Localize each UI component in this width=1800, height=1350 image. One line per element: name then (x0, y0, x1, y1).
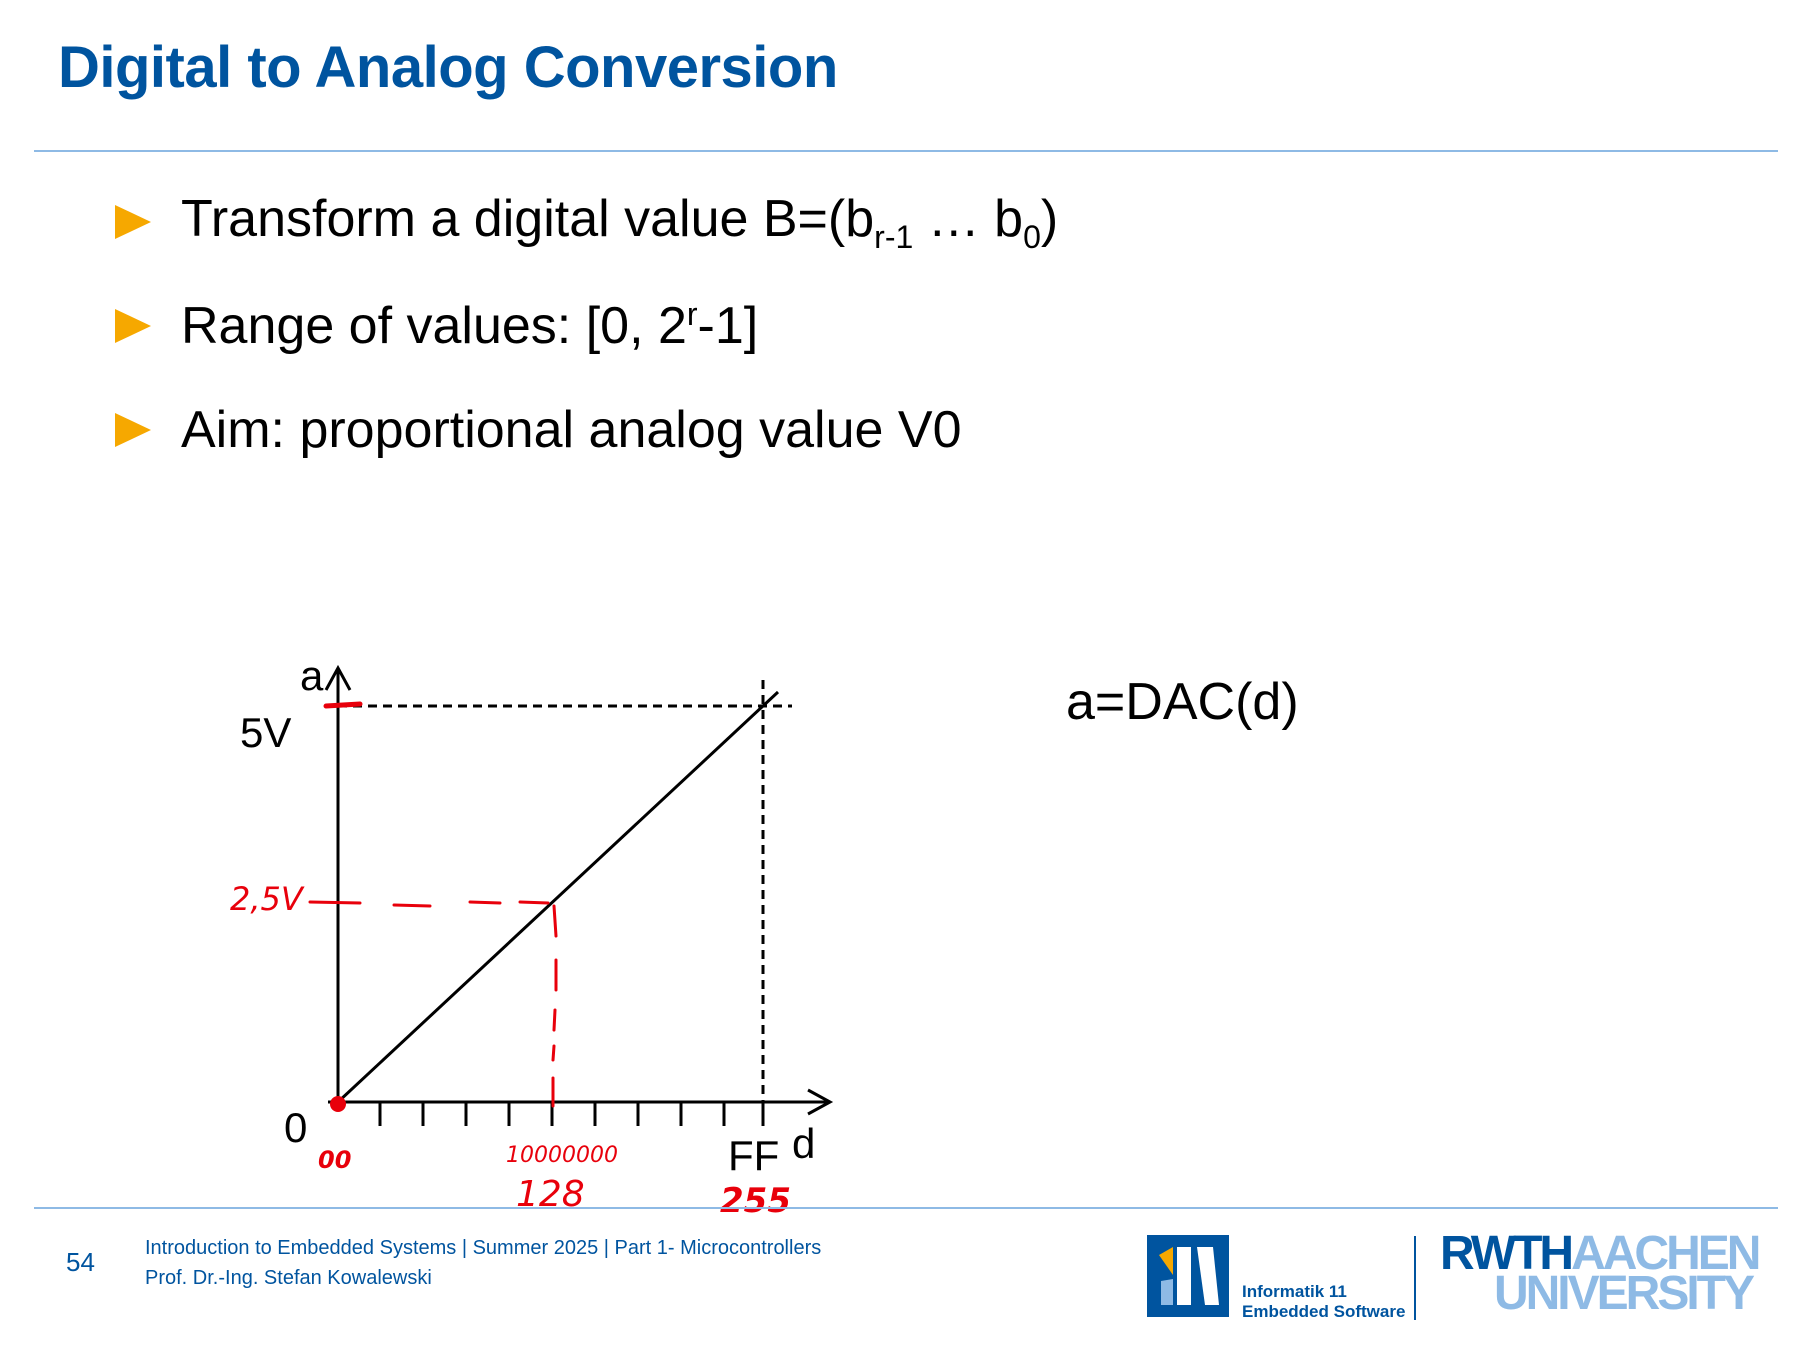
y-axis-arrow-icon (324, 664, 352, 691)
bullet-arrow-icon (115, 309, 151, 343)
footer-divider (34, 1207, 1778, 1209)
dac-formula: a=DAC(d) (1066, 673, 1299, 731)
mid-code-guide (551, 904, 558, 1108)
bullet-text: Aim: proportional analog value V0 (181, 401, 962, 459)
informatik11-logo-icon (1147, 1235, 1229, 1317)
rwth-logo: RWTHAACHEN UNIVERSITY (1440, 1227, 1761, 1320)
max-code-label: FF (728, 1132, 779, 1179)
max-code-decimal-annotation: 255 (720, 1181, 791, 1221)
origin-label: 0 (284, 1104, 307, 1151)
footer-info: Introduction to Embedded Systems | Summe… (145, 1233, 821, 1293)
bullet-item: Aim: proportional analog value V0 (115, 378, 1058, 482)
x-axis-ticks (378, 1102, 765, 1126)
slide-title: Digital to Analog Conversion (58, 35, 838, 100)
bullet-text: Range of values: [0, 2r-1] (181, 296, 759, 355)
max-voltage-label: 5V (240, 709, 291, 756)
origin-point (330, 1096, 346, 1112)
mid-code-binary-annotation: 10000000 (506, 1143, 618, 1168)
x-axis-arrow-icon (807, 1088, 834, 1116)
page-number: 54 (66, 1247, 95, 1277)
bullet-item: Transform a digital value B=(br-1 … b0) (115, 170, 1058, 274)
bullet-arrow-icon (115, 413, 151, 447)
max-voltage-mark (323, 701, 363, 709)
author-line: Prof. Dr.-Ing. Stefan Kowalewski (145, 1267, 432, 1289)
mid-voltage-guide (308, 900, 550, 908)
bullet-arrow-icon (115, 205, 151, 239)
logo-divider (1414, 1236, 1416, 1320)
x-axis-label: d (792, 1120, 815, 1167)
bullet-text: Transform a digital value B=(br-1 … b0) (181, 189, 1059, 255)
mid-voltage-annotation: 2,5V (230, 880, 305, 918)
min-code-annotation: 00 (318, 1146, 351, 1174)
transfer-line (336, 690, 780, 1104)
bullet-item: Range of values: [0, 2r-1] (115, 274, 1058, 378)
institute-name: Informatik 11 Embedded Software (1242, 1282, 1406, 1321)
course-line: Introduction to Embedded Systems | Summe… (145, 1237, 822, 1259)
y-axis-label: a (300, 652, 324, 699)
bullet-list: Transform a digital value B=(br-1 … b0) … (115, 170, 1058, 482)
header-divider (34, 150, 1778, 152)
